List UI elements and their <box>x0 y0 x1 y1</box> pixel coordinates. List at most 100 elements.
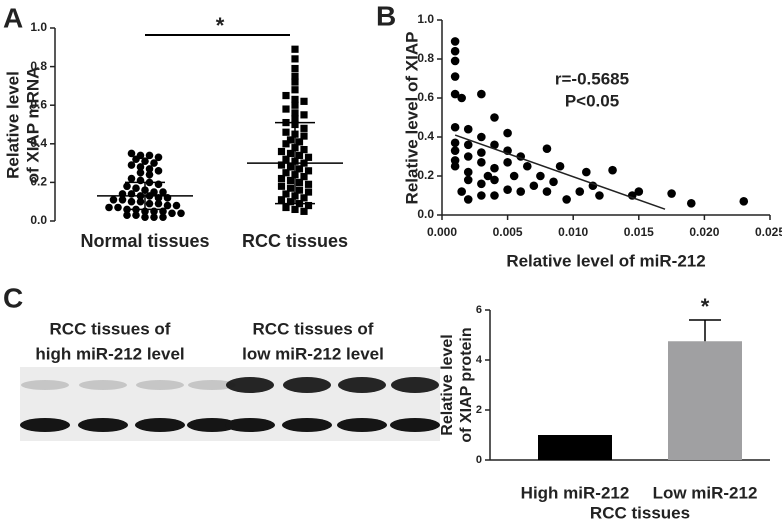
data-point <box>549 177 558 187</box>
data-point <box>477 132 486 142</box>
data-point <box>291 86 299 94</box>
data-point <box>304 188 313 196</box>
data-point <box>127 174 136 183</box>
x-tick-label: RCC tissues <box>242 231 348 251</box>
data-point <box>291 55 299 63</box>
band <box>136 380 184 390</box>
band <box>337 418 387 432</box>
y-tick-label: 0.4 <box>30 136 47 150</box>
data-point <box>141 213 149 221</box>
data-point <box>608 165 617 175</box>
data-point <box>450 46 460 56</box>
data-point <box>282 190 290 198</box>
blot-label: RCC tissues of <box>253 319 374 338</box>
data-point <box>136 163 145 171</box>
band <box>188 380 236 390</box>
data-point <box>503 185 512 194</box>
y-axis-label: of XIAP protein <box>458 327 475 442</box>
data-point <box>286 176 295 185</box>
data-point <box>450 161 460 171</box>
data-point <box>282 203 290 212</box>
data-point <box>291 115 299 123</box>
data-point <box>291 101 299 109</box>
data-point <box>127 161 136 169</box>
y-tick-label: 0.2 <box>417 168 434 182</box>
data-point <box>127 197 136 206</box>
data-point <box>295 151 304 159</box>
data-point <box>132 155 140 164</box>
data-point <box>295 165 304 173</box>
band <box>78 418 128 432</box>
x-tick-label: High miR-212 <box>521 483 630 502</box>
data-point <box>477 179 486 189</box>
y-tick-label: 6 <box>476 304 482 316</box>
data-point <box>300 111 308 119</box>
x-tick-label: 0.000 <box>427 225 457 239</box>
data-point <box>127 149 136 158</box>
data-point <box>463 140 473 150</box>
data-point <box>542 187 552 196</box>
x-tick-label: 0.025 <box>755 225 782 239</box>
data-point <box>295 186 304 194</box>
band <box>391 377 439 393</box>
x-tick-label: 0.005 <box>493 225 523 239</box>
y-axis-label: Relative level <box>3 71 22 179</box>
data-point <box>595 191 604 200</box>
data-point <box>150 213 158 221</box>
bar <box>668 341 742 460</box>
data-point <box>286 198 295 206</box>
band <box>282 418 332 432</box>
data-point <box>145 151 154 160</box>
y-tick-label: 1.0 <box>30 20 47 34</box>
band <box>225 418 275 432</box>
data-point <box>277 174 286 183</box>
data-point <box>291 95 299 104</box>
data-point <box>286 149 295 158</box>
data-point <box>300 173 308 181</box>
data-point <box>483 171 493 181</box>
data-point <box>154 167 163 175</box>
data-point <box>450 146 460 155</box>
data-point <box>282 128 290 136</box>
data-point <box>295 138 304 146</box>
data-point <box>277 182 286 190</box>
data-point <box>172 201 181 210</box>
data-point <box>300 194 308 202</box>
band <box>79 380 127 390</box>
data-point <box>145 170 154 179</box>
data-point <box>304 167 313 175</box>
data-point <box>667 189 676 198</box>
y-tick-label: 0.8 <box>417 51 434 65</box>
data-point <box>450 72 460 81</box>
annotation: r=-0.5685 <box>555 69 629 88</box>
data-point <box>503 128 512 138</box>
y-tick-label: 0.0 <box>417 207 434 221</box>
panel-label: B <box>376 0 396 31</box>
data-point <box>490 175 499 185</box>
data-point <box>562 195 571 204</box>
data-point <box>291 72 299 80</box>
data-point <box>291 78 299 86</box>
data-point <box>145 165 154 173</box>
y-axis-label: of XIAP mRNA <box>23 67 42 184</box>
data-point <box>450 56 460 66</box>
bar <box>538 435 612 460</box>
data-point <box>277 147 286 156</box>
data-point <box>295 178 304 186</box>
y-tick-label: 0.4 <box>417 129 434 143</box>
blot-label: high miR-212 level <box>35 344 184 363</box>
data-point <box>300 97 308 105</box>
data-point <box>457 187 466 196</box>
data-point <box>575 187 585 196</box>
data-point <box>291 205 299 214</box>
data-point <box>450 138 460 148</box>
panel-label: C <box>3 282 23 313</box>
y-tick-label: 1.0 <box>417 12 434 26</box>
data-point <box>509 171 519 181</box>
data-point <box>154 153 163 162</box>
data-point <box>477 191 486 200</box>
data-point <box>114 203 122 212</box>
data-point <box>555 161 565 171</box>
y-tick-label: 0.8 <box>30 59 47 73</box>
